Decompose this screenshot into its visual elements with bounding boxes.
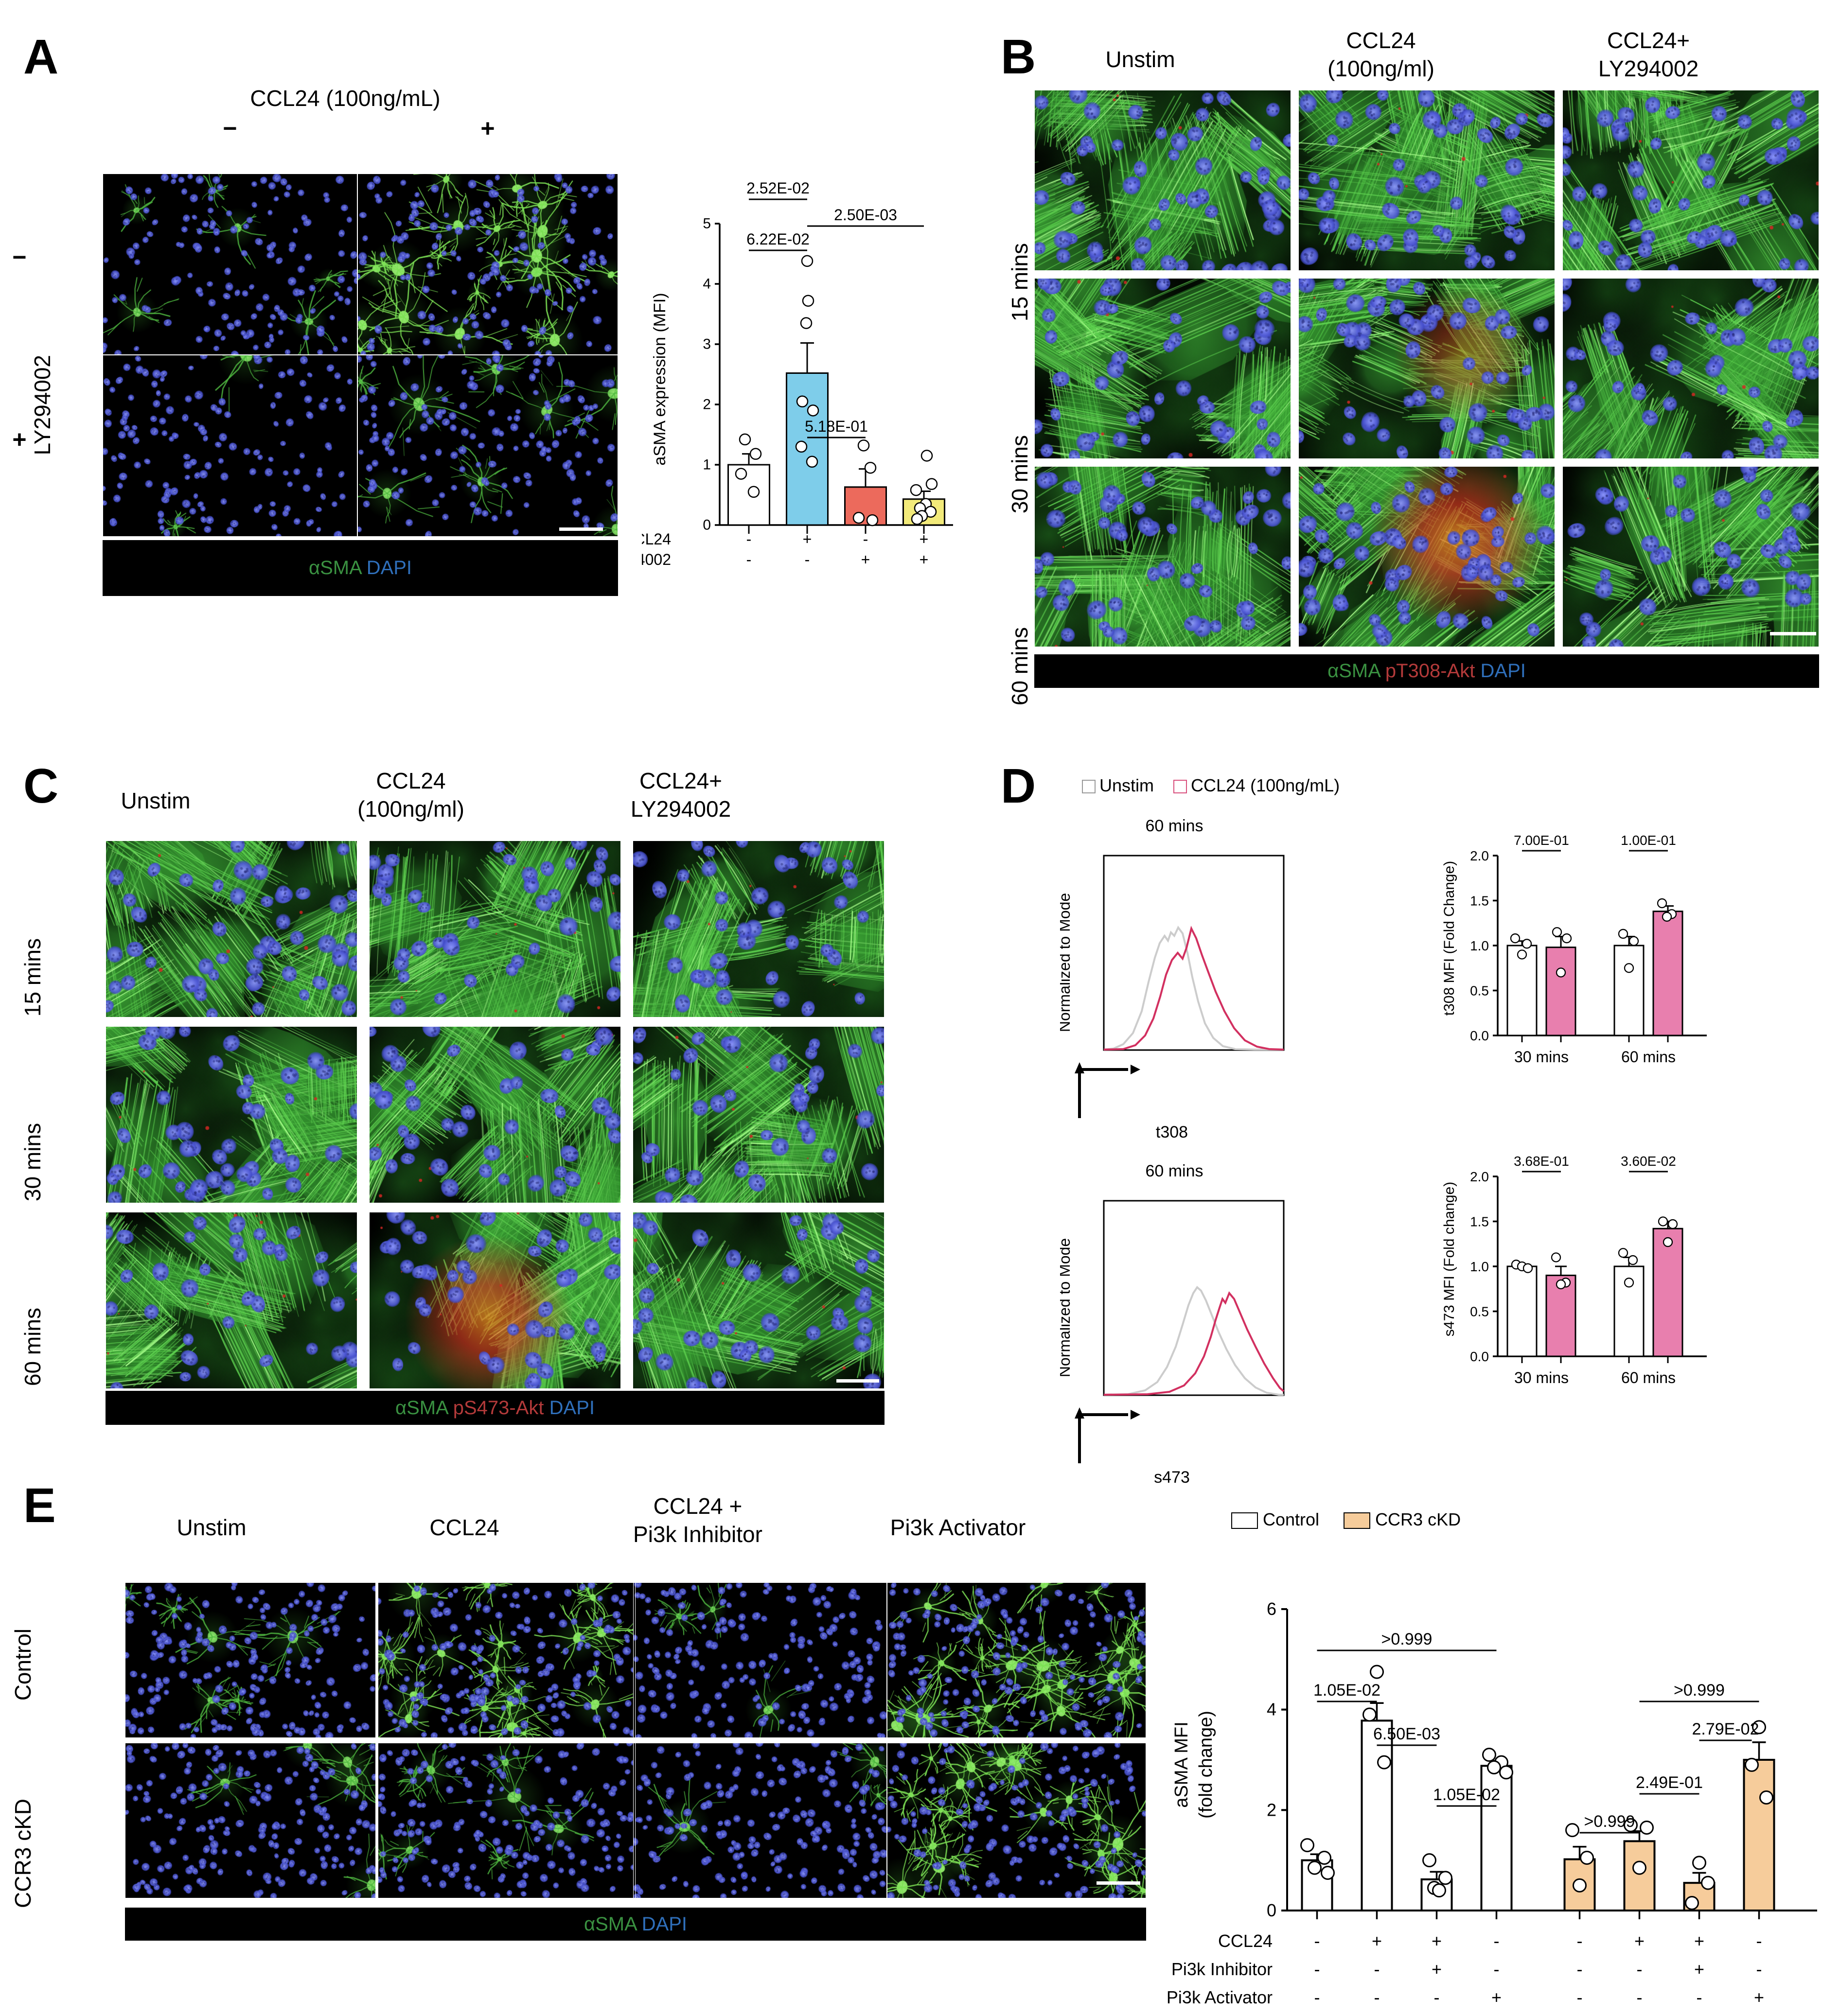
svg-text:30 mins: 30 mins (1514, 1048, 1569, 1066)
svg-text:+: + (1491, 1987, 1502, 2007)
svg-text:-: - (1314, 1959, 1320, 1979)
svg-text:2.0: 2.0 (1470, 848, 1489, 863)
svg-text:-: - (1494, 1931, 1500, 1951)
svg-text:CCL24: CCL24 (1218, 1931, 1273, 1951)
svg-text:Normalized to Mode: Normalized to Mode (1060, 893, 1073, 1032)
svg-text:+: + (861, 551, 870, 568)
svg-text:t308: t308 (1156, 1123, 1188, 1141)
svg-text:0.0: 0.0 (1470, 1349, 1489, 1364)
svg-text:-: - (1374, 1987, 1380, 2007)
svg-text:2.49E-01: 2.49E-01 (1636, 1773, 1703, 1792)
svg-text:1.0: 1.0 (1470, 938, 1489, 953)
svg-text:1.00E-01: 1.00E-01 (1621, 833, 1676, 848)
svg-text:+: + (1694, 1959, 1704, 1979)
svg-text:+: + (920, 530, 929, 548)
svg-text:6.22E-02: 6.22E-02 (746, 230, 810, 248)
svg-text:30 mins: 30 mins (1514, 1369, 1569, 1386)
svg-text:>0.999: >0.999 (1381, 1630, 1433, 1648)
svg-text:1.5: 1.5 (1470, 894, 1489, 909)
svg-text:-: - (746, 530, 752, 548)
svg-text:2.79E-02: 2.79E-02 (1692, 1720, 1759, 1738)
svg-text:-: - (1374, 1959, 1380, 1979)
svg-text:1.05E-02: 1.05E-02 (1433, 1786, 1500, 1804)
svg-text:6.50E-03: 6.50E-03 (1373, 1725, 1440, 1743)
svg-text:4: 4 (1267, 1700, 1276, 1719)
svg-text:>0.999: >0.999 (1584, 1812, 1635, 1831)
svg-text:2: 2 (703, 397, 711, 413)
svg-text:+: + (1432, 1959, 1442, 1979)
svg-text:4: 4 (703, 276, 711, 292)
svg-text:3.68E-01: 3.68E-01 (1514, 1154, 1569, 1169)
svg-text:60 mins: 60 mins (1621, 1048, 1676, 1066)
svg-text:0: 0 (703, 517, 711, 533)
svg-text:6: 6 (1267, 1599, 1276, 1619)
svg-text:-: - (1314, 1987, 1320, 2007)
svg-text:0.5: 0.5 (1470, 1304, 1489, 1319)
svg-text:+: + (920, 551, 929, 568)
svg-text:+: + (1694, 1931, 1704, 1951)
svg-text:+: + (1754, 1987, 1764, 2007)
svg-text:0.0: 0.0 (1470, 1028, 1489, 1043)
svg-text:2: 2 (1267, 1800, 1276, 1820)
svg-text:CCL24: CCL24 (642, 530, 671, 548)
svg-text:-: - (805, 551, 810, 568)
svg-text:7.00E-01: 7.00E-01 (1514, 833, 1569, 848)
svg-text:1.0: 1.0 (1470, 1259, 1489, 1274)
svg-text:+: + (1432, 1931, 1442, 1951)
svg-text:-: - (863, 530, 868, 548)
svg-text:3: 3 (703, 336, 711, 352)
svg-text:-: - (1577, 1987, 1583, 2007)
svg-text:t308 MFI (Fold Change): t308 MFI (Fold Change) (1441, 861, 1457, 1016)
svg-text:aSMA expression (MFI): aSMA expression (MFI) (651, 293, 669, 465)
svg-text:2.50E-03: 2.50E-03 (834, 206, 897, 224)
svg-text:-: - (1494, 1959, 1500, 1979)
svg-text:1: 1 (703, 457, 711, 473)
svg-text:+: + (1372, 1931, 1382, 1951)
svg-text:3.60E-02: 3.60E-02 (1621, 1154, 1676, 1169)
svg-text:0.5: 0.5 (1470, 983, 1489, 999)
svg-text:0: 0 (1267, 1900, 1276, 1920)
svg-text:60 mins: 60 mins (1621, 1369, 1676, 1386)
svg-text:1.05E-02: 1.05E-02 (1313, 1681, 1380, 1700)
svg-text:-: - (1434, 1987, 1440, 2007)
svg-text:s473 MFI (Fold change): s473 MFI (Fold change) (1441, 1182, 1457, 1336)
svg-text:(fold change): (fold change) (1196, 1711, 1216, 1819)
svg-text:2.0: 2.0 (1470, 1169, 1489, 1184)
svg-text:aSMA MFI: aSMA MFI (1171, 1721, 1192, 1807)
svg-text:5: 5 (703, 216, 711, 232)
svg-text:-: - (1637, 1987, 1643, 2007)
svg-text:Pi3k Inhibitor: Pi3k Inhibitor (1171, 1959, 1273, 1979)
svg-text:-: - (1756, 1931, 1762, 1951)
svg-text:5.18E-01: 5.18E-01 (805, 418, 868, 435)
svg-text:>0.999: >0.999 (1674, 1681, 1725, 1700)
svg-text:Normalized to Mode: Normalized to Mode (1060, 1238, 1073, 1377)
svg-text:-: - (1577, 1959, 1583, 1979)
svg-text:Pi3k Activator: Pi3k Activator (1167, 1987, 1273, 2007)
svg-text:+: + (1634, 1931, 1645, 1951)
svg-text:-: - (746, 551, 752, 568)
svg-text:-: - (1756, 1959, 1762, 1979)
svg-text:-: - (1637, 1959, 1643, 1979)
svg-text:-: - (1314, 1931, 1320, 1951)
svg-text:-: - (1577, 1931, 1583, 1951)
svg-text:LY294002: LY294002 (642, 551, 671, 568)
svg-text:1.5: 1.5 (1470, 1214, 1489, 1229)
svg-text:+: + (803, 530, 812, 548)
svg-text:-: - (1697, 1987, 1702, 2007)
svg-text:2.52E-02: 2.52E-02 (746, 179, 810, 197)
